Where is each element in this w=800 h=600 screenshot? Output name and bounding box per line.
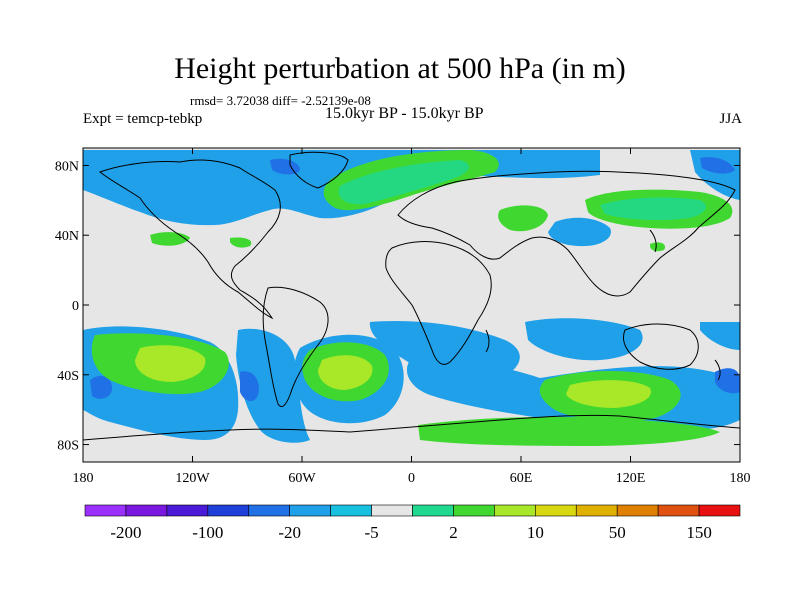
colorbar-box [535,504,577,517]
contour-region [600,197,707,221]
colorbar-box [371,504,413,517]
season-label: JJA [719,111,742,127]
plot-title: Height perturbation at 500 hPa (in m) [174,52,626,85]
lon-tick-label: 180 [730,471,751,486]
contour-fill-layer [83,150,740,446]
coastline-greenland [289,151,349,189]
colorbar-label: 150 [686,523,712,542]
colorbar-box [616,504,659,517]
colorbar-box [125,504,168,517]
colorbar-label: -5 [364,523,378,542]
coastline-newzealand [714,359,721,381]
contour-region [525,318,643,361]
colorbar-box [575,504,618,517]
coastline-australia [623,323,699,370]
contour-region [338,160,470,205]
coastlines [83,151,740,441]
lon-tick-label: 180 [73,471,94,486]
contour-region [270,158,300,175]
lat-tick-label: 80N [55,159,79,174]
contour-region [700,322,740,350]
lat-tick-label: 40N [55,229,79,244]
coastline-north-america [98,159,281,320]
lon-tick-label: 0 [408,471,415,486]
colorbar-label: 10 [527,523,544,542]
coastline-eurasia [397,170,736,297]
colorbar-label: -200 [110,523,141,542]
lat-tick-label: 40S [57,369,79,384]
coastline-africa [385,241,492,365]
colorbar-label: 2 [449,523,458,542]
contour-region [240,371,259,402]
colorbar: -200 -100 -20 -5 2 10 50 150 [84,504,741,542]
colorbar-box [494,504,536,517]
contour-region [90,375,112,399]
colorbar-label: -100 [192,523,223,542]
longitude-axis: 180 120W 60W 0 60E 120E 180 [73,148,751,486]
coastline-south-america [262,286,329,408]
contour-region [418,416,720,446]
colorbar-box [698,504,741,517]
period-label: 15.0kyr BP - 15.0kyr BP [325,105,484,122]
coastline-japan [649,229,657,253]
contour-region [700,157,735,174]
stats-text: rmsd= 3.72038 diff= -2.52139e-08 [190,93,371,108]
coastline-antarctica [83,414,740,441]
colorbar-label: -20 [278,523,301,542]
colorbar-box [207,504,250,517]
colorbar-box [248,504,290,517]
lon-tick-label: 120W [175,471,210,486]
lon-tick-label: 60E [510,471,533,486]
contour-region [135,345,206,382]
lon-tick-label: 120E [616,471,646,486]
contour-region [230,237,252,248]
lat-tick-label: 80S [57,439,79,454]
contour-region [548,217,611,247]
colorbar-box [166,504,209,517]
experiment-label: Expt = temcp-tebkp [83,111,203,127]
colorbar-label: 50 [609,523,626,542]
colorbar-box [657,504,700,517]
contour-region [318,355,373,390]
coastline-madagascar [485,329,490,353]
colorbar-box [330,504,372,517]
contour-region [566,380,651,408]
colorbar-box [453,504,495,517]
lat-tick-label: 0 [72,299,79,314]
colorbar-box [289,504,331,517]
latitude-axis: 80N 40N 0 40S 80S [55,159,740,454]
contour-region [715,368,740,394]
colorbar-box [412,504,454,517]
contour-region [498,205,548,232]
lon-tick-label: 60W [288,471,316,486]
colorbar-box [84,504,127,517]
contour-region [650,242,666,252]
